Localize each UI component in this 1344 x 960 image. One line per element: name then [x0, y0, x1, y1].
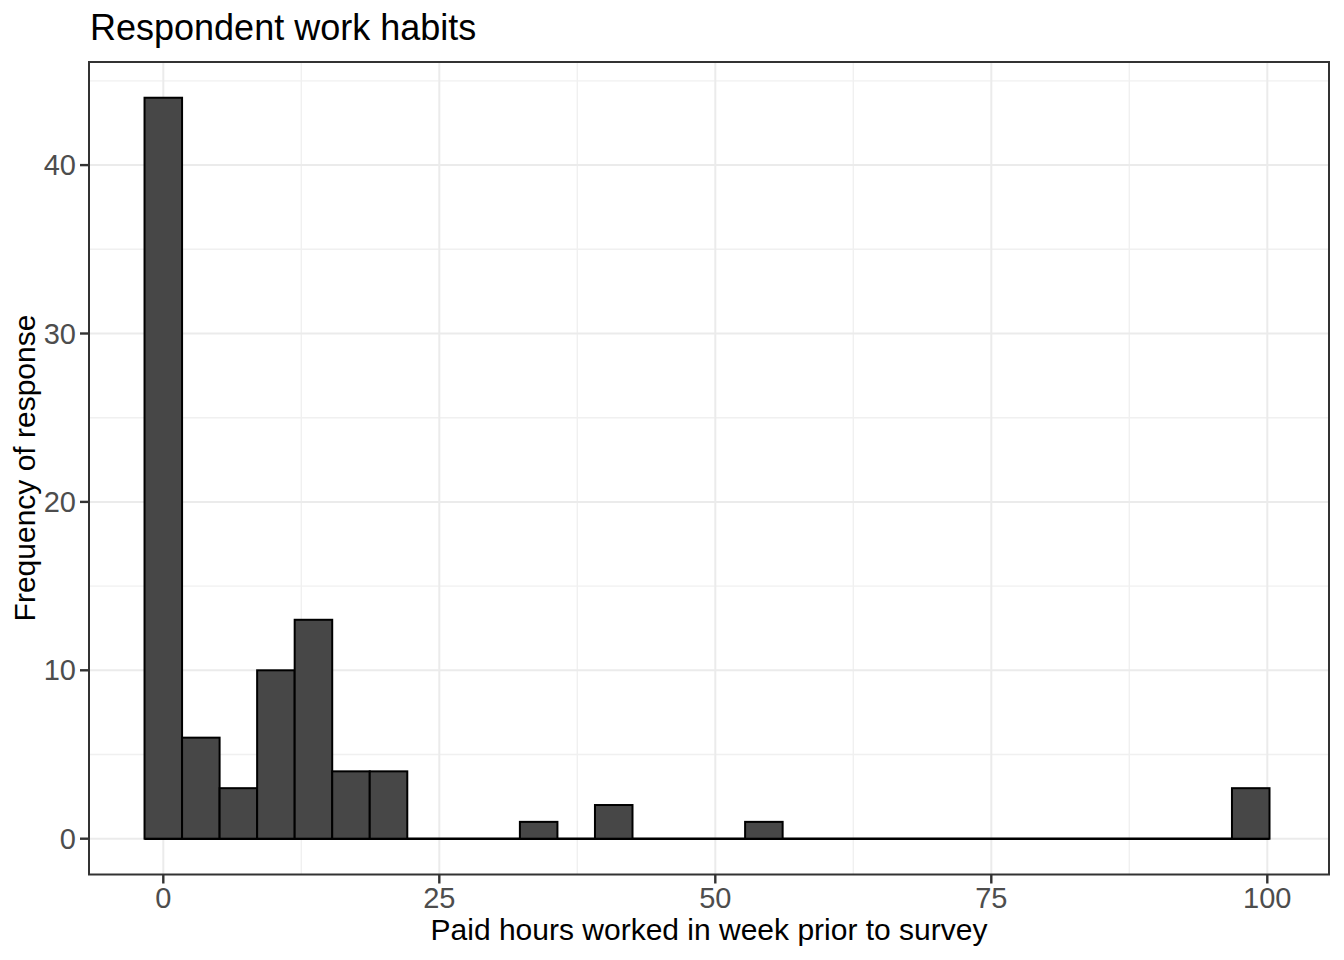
- y-tick-label: 40: [44, 149, 76, 181]
- histogram-bar: [520, 822, 558, 839]
- histogram-bar: [257, 670, 295, 838]
- histogram-bar: [332, 771, 370, 838]
- histogram-figure: 0 25 50 75 100 0 10 20 30 40 Respondent work habi…: [0, 0, 1344, 960]
- x-tick-label: 75: [975, 882, 1007, 914]
- x-axis-title: Paid hours worked in week prior to surve…: [431, 913, 988, 946]
- x-tick-label: 100: [1243, 882, 1291, 914]
- y-tick-label: 0: [60, 823, 76, 855]
- y-tick-label: 30: [44, 318, 76, 350]
- y-axis-title: Frequency of response: [8, 315, 41, 622]
- histogram-bar: [220, 788, 258, 839]
- histogram-bar: [295, 620, 333, 839]
- x-tick-label: 50: [699, 882, 731, 914]
- histogram-bar: [745, 822, 783, 839]
- histogram-bar: [370, 771, 408, 838]
- chart-title: Respondent work habits: [90, 7, 476, 48]
- histogram-bar: [182, 738, 220, 839]
- chart-canvas: 0 25 50 75 100 0 10 20 30 40 Respondent work habi…: [0, 0, 1344, 960]
- y-tick-label: 10: [44, 654, 76, 686]
- x-tick-label: 25: [423, 882, 455, 914]
- histogram-bar: [1232, 788, 1270, 839]
- y-tick-label: 20: [44, 486, 76, 518]
- histogram-bar: [145, 98, 183, 839]
- histogram-bar: [595, 805, 633, 839]
- x-tick-label: 0: [155, 882, 171, 914]
